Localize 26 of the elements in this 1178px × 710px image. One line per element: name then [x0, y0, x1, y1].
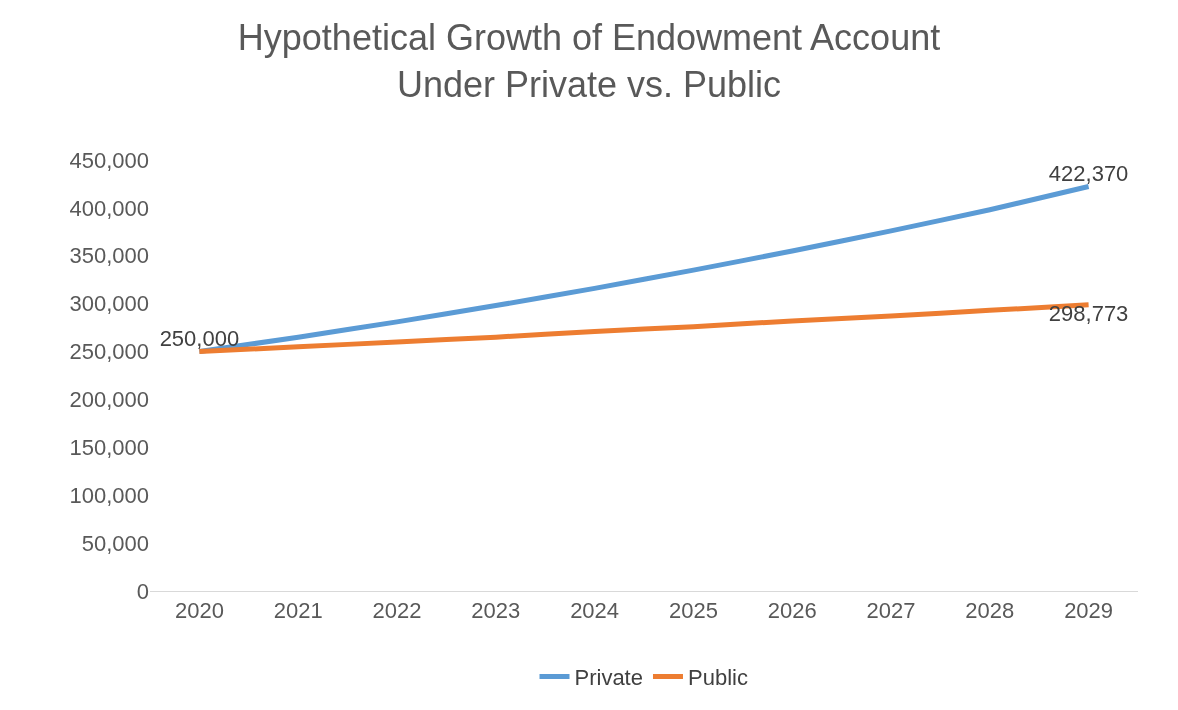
data-label: 298,773: [1048, 301, 1129, 327]
y-tick-label: 400,000: [69, 195, 149, 221]
x-tick-label: 2022: [372, 598, 422, 624]
x-tick-label: 2024: [570, 598, 620, 624]
y-tick-label: 250,000: [69, 339, 149, 365]
x-tick-label: 2028: [965, 598, 1015, 624]
y-tick-label: 150,000: [69, 435, 149, 461]
x-tick-label: 2023: [471, 598, 521, 624]
x-tick-label: 2026: [767, 598, 817, 624]
legend-label: Private: [574, 665, 643, 691]
x-tick-label: 2029: [1064, 598, 1114, 624]
y-tick-label: 300,000: [69, 291, 149, 317]
legend-label: Public: [687, 665, 748, 691]
y-tick-label: 0: [136, 578, 149, 604]
x-tick-label: 2020: [174, 598, 224, 624]
data-label: 422,370: [1048, 160, 1129, 186]
y-tick-label: 200,000: [69, 387, 149, 413]
y-tick-label: 350,000: [69, 243, 149, 269]
chart-title: Hypothetical Growth of Endowment Account Under Private vs. Public: [237, 16, 941, 105]
y-tick-label: 450,000: [69, 147, 149, 173]
x-tick-label: 2027: [866, 598, 916, 624]
y-tick-label: 50,000: [81, 530, 149, 556]
x-tick-label: 2021: [273, 598, 323, 624]
x-tick-label: 2025: [668, 598, 718, 624]
data-label: 250,000: [159, 326, 240, 352]
y-tick-label: 100,000: [69, 482, 149, 508]
